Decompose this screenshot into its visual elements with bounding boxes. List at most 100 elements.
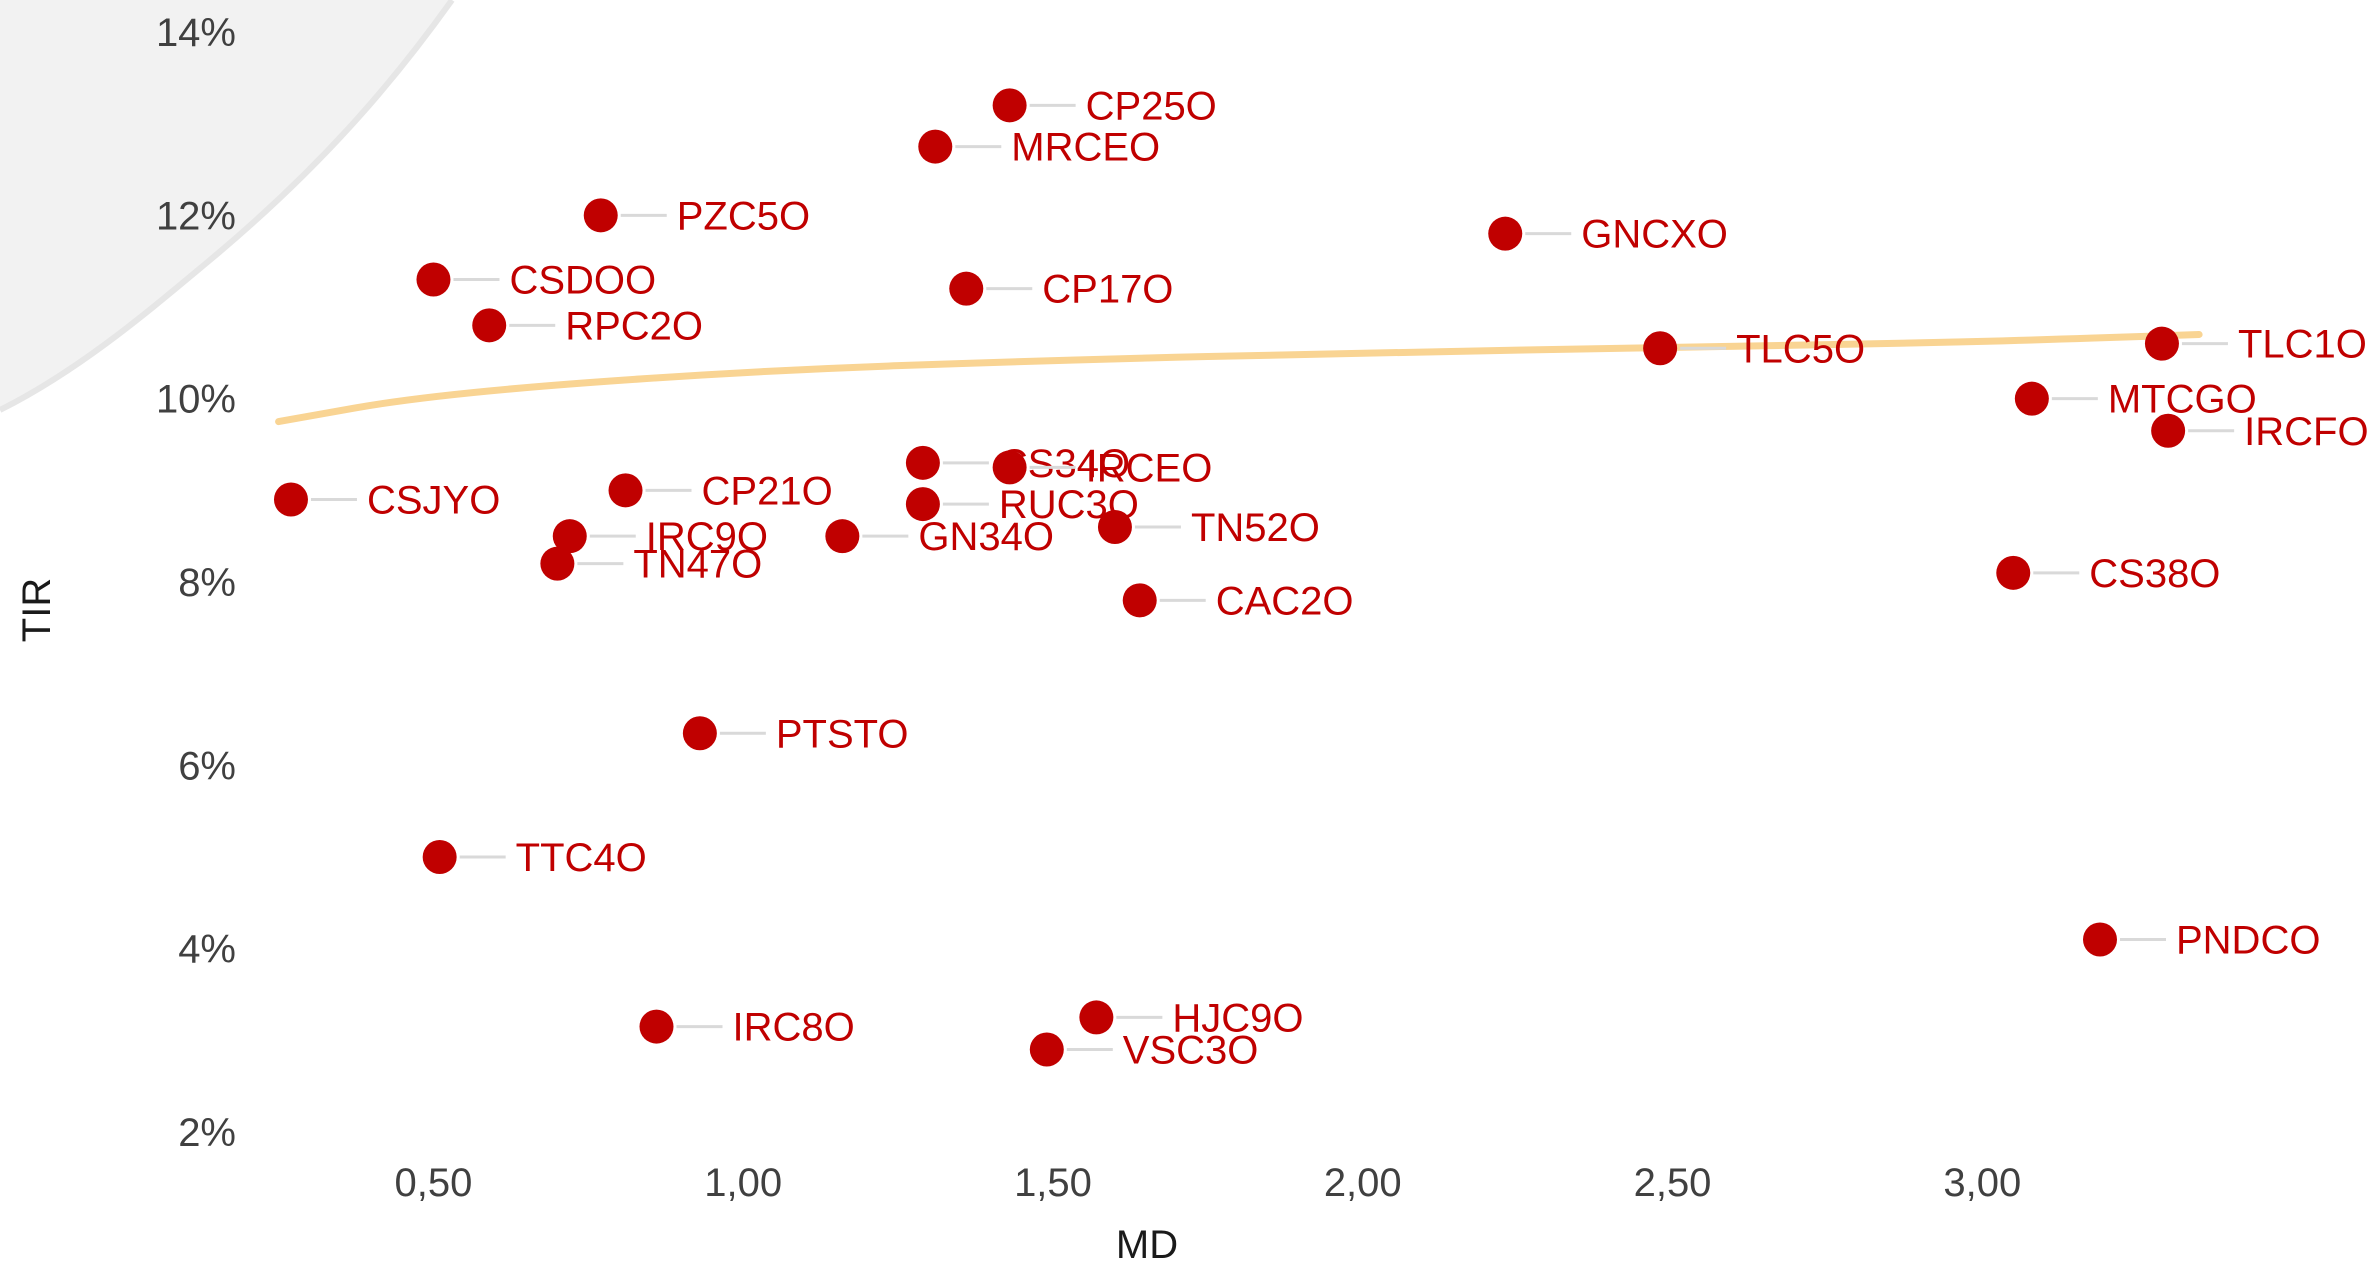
point-label: GN34O bbox=[918, 515, 1054, 559]
point-label: TN52O bbox=[1191, 506, 1320, 550]
point-marker bbox=[1097, 510, 1132, 544]
point-label: MRCEO bbox=[1011, 126, 1160, 170]
point-marker bbox=[472, 308, 507, 343]
y-tick-label: 14% bbox=[156, 11, 236, 55]
data-point: IRCEO bbox=[992, 446, 1213, 490]
point-marker bbox=[1122, 583, 1157, 618]
y-tick-label: 4% bbox=[178, 928, 236, 972]
point-marker bbox=[1643, 331, 1678, 366]
point-label: IRCEO bbox=[1086, 446, 1213, 490]
point-label: GNCXO bbox=[1581, 213, 1728, 257]
point-marker bbox=[1488, 216, 1523, 251]
data-point: TN47O bbox=[540, 543, 762, 587]
point-label: TN47O bbox=[633, 543, 762, 587]
data-point: MRCEO bbox=[918, 126, 1160, 170]
data-point: IRC8O bbox=[639, 1006, 855, 1050]
point-marker bbox=[825, 519, 860, 554]
point-label: CS38O bbox=[2089, 552, 2220, 596]
point-label: MTCGO bbox=[2108, 378, 2257, 422]
point-label: PZC5O bbox=[677, 194, 810, 238]
point-marker bbox=[682, 716, 717, 751]
x-tick-label: 2,50 bbox=[1634, 1161, 1712, 1205]
point-marker bbox=[2014, 381, 2049, 416]
trendline bbox=[275, 331, 2203, 426]
point-label: PTSTO bbox=[776, 712, 909, 756]
point-label: TTC4O bbox=[516, 836, 647, 880]
point-marker bbox=[552, 519, 587, 554]
point-label: CP21O bbox=[702, 469, 833, 513]
data-point: RPC2O bbox=[472, 304, 703, 348]
point-marker bbox=[639, 1009, 674, 1044]
data-point: CSJYO bbox=[273, 479, 500, 523]
x-tick-label: 3,00 bbox=[1943, 1161, 2021, 1205]
data-point: GN34O bbox=[825, 515, 1054, 559]
point-marker bbox=[992, 450, 1027, 485]
data-point: TTC4O bbox=[422, 836, 647, 880]
point-label: TLC1O bbox=[2238, 323, 2367, 367]
point-marker bbox=[1029, 1032, 1064, 1067]
point-label: CSJYO bbox=[367, 479, 500, 523]
y-axis: 2% 4% 6% 8% 10% 12% 14% bbox=[156, 11, 236, 1155]
point-marker bbox=[540, 546, 575, 581]
point-label: VSC3O bbox=[1123, 1029, 1259, 1073]
y-axis-title: TIR bbox=[15, 578, 59, 642]
data-point: GNCXO bbox=[1488, 213, 1728, 257]
y-tick-label: 6% bbox=[178, 744, 236, 788]
point-marker bbox=[2082, 922, 2117, 957]
point-label: RPC2O bbox=[565, 304, 703, 348]
data-point: CSDOO bbox=[416, 259, 656, 303]
point-label: HJC9O bbox=[1172, 996, 1303, 1040]
point-marker bbox=[273, 482, 308, 517]
data-point: TLC1O bbox=[2144, 323, 2367, 367]
trendline-group bbox=[275, 331, 2203, 426]
data-point: PNDCO bbox=[2082, 919, 2320, 963]
data-point: IRCFO bbox=[2151, 410, 2369, 454]
y-tick-label: 2% bbox=[178, 1111, 236, 1155]
point-label: IRCFO bbox=[2244, 410, 2368, 454]
point-marker bbox=[918, 129, 953, 164]
point-label: CP25O bbox=[1086, 84, 1217, 128]
data-point: HJC9O bbox=[1079, 996, 1304, 1040]
decorative-swoosh-shadow bbox=[0, 0, 455, 413]
data-point: PTSTO bbox=[682, 712, 909, 756]
data-point: PZC5O bbox=[583, 194, 810, 238]
point-label: CAC2O bbox=[1216, 579, 1354, 623]
data-point: TLC5O bbox=[1643, 327, 1865, 371]
x-tick-label: 1,00 bbox=[704, 1161, 782, 1205]
x-axis: 0,50 1,00 1,50 2,00 2,50 3,00 bbox=[395, 1161, 2022, 1205]
x-tick-label: 1,50 bbox=[1014, 1161, 1092, 1205]
point-marker bbox=[1079, 1000, 1114, 1035]
point-label: PNDCO bbox=[2176, 919, 2320, 963]
point-label: CP17O bbox=[1042, 268, 1173, 312]
data-point: CP17O bbox=[949, 268, 1173, 312]
x-tick-label: 2,00 bbox=[1324, 1161, 1402, 1205]
point-marker bbox=[2144, 326, 2179, 361]
x-axis-title: MD bbox=[1116, 1223, 1178, 1267]
point-marker bbox=[416, 262, 451, 297]
data-point: CP21O bbox=[608, 469, 833, 513]
point-marker bbox=[608, 473, 643, 508]
point-label: IRC9O bbox=[646, 515, 768, 559]
data-point: TN52O bbox=[1097, 506, 1320, 550]
decorative-swoosh bbox=[0, 0, 452, 410]
point-marker bbox=[422, 840, 457, 874]
point-marker bbox=[992, 88, 1027, 123]
data-point: CS38O bbox=[1996, 552, 2220, 596]
data-point: IRC9O bbox=[552, 515, 768, 559]
point-marker bbox=[905, 445, 940, 480]
y-tick-label: 10% bbox=[156, 378, 236, 422]
point-label: IRC8O bbox=[732, 1006, 854, 1050]
point-marker bbox=[1996, 555, 2031, 590]
y-tick-label: 8% bbox=[178, 561, 236, 605]
data-point: VSC3O bbox=[1029, 1029, 1259, 1073]
point-label: TLC5O bbox=[1736, 327, 1865, 371]
point-marker bbox=[2151, 413, 2186, 448]
x-tick-label: 0,50 bbox=[395, 1161, 473, 1205]
y-tick-label: 12% bbox=[156, 194, 236, 238]
point-marker bbox=[583, 198, 618, 233]
data-point: CAC2O bbox=[1122, 579, 1354, 623]
point-marker bbox=[949, 271, 984, 306]
